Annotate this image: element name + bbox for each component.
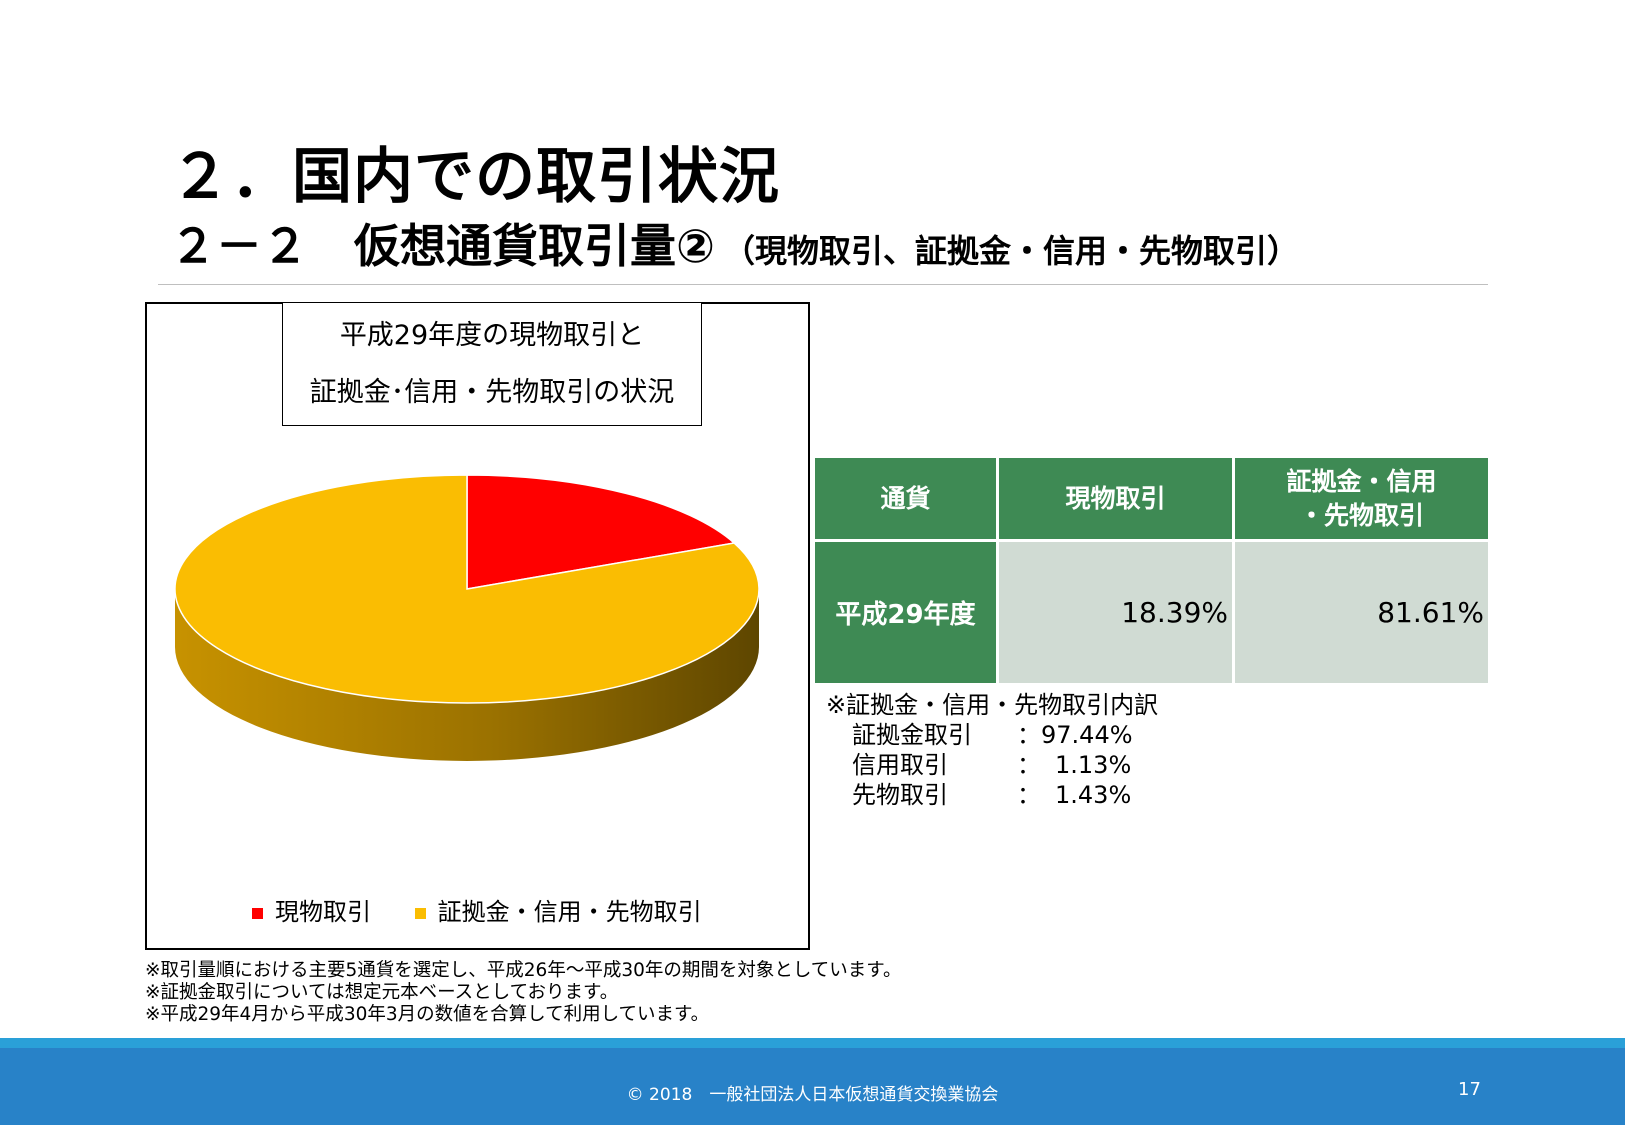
- breakdown-item: 信用取引 ： 1.13%: [826, 750, 1158, 780]
- chart-title-line2: 証拠金･信用・先物取引の状況: [309, 377, 675, 408]
- legend-item-spot: 現物取引: [252, 892, 371, 927]
- table-row-label: 平成29年度: [812, 539, 999, 686]
- legend-item-margin: 証拠金・信用・先物取引: [414, 892, 702, 927]
- breakdown-note: ※証拠金・信用・先物取引内訳 証拠金取引 ：97.44% 信用取引： 1.13% 先…: [826, 690, 1158, 810]
- table-cell-margin: 81.61%: [1232, 539, 1491, 686]
- table-cell-spot: 18.39%: [996, 539, 1235, 686]
- table-header-currency: 通貨: [812, 455, 999, 542]
- footnotes: ※取引量順における主要5通貨を選定し、平成26年～平成30年の期間を対象としてい…: [145, 960, 901, 1026]
- breakdown-label: 先物取引: [852, 781, 948, 809]
- breakdown-title: ※証拠金・信用・先物取引内訳: [826, 691, 1159, 719]
- pie-slices: [174, 474, 760, 704]
- breakdown-value: 97.44%: [1041, 721, 1133, 749]
- breakdown-sep: ：: [1017, 781, 1041, 809]
- chart-title-line1: 平成29年度の現物取引と: [339, 320, 645, 351]
- breakdown-sep: ：: [1017, 721, 1041, 749]
- breakdown-label: 信用取引: [852, 751, 948, 779]
- table-header-row: 通貨 現物取引 証拠金・信用 ・先物取引: [812, 455, 1491, 542]
- pie-slice-0: [466, 474, 736, 590]
- pie-slice-1: [174, 474, 760, 704]
- breakdown-sep: ：: [1017, 751, 1041, 779]
- legend-swatch-margin: [414, 907, 426, 919]
- title-divider: [158, 284, 1488, 285]
- pie-sides: [175, 589, 759, 761]
- copyright: © 2018 一般社団法人日本仮想通貨交換業協会: [626, 1085, 999, 1105]
- footer: © 2018 一般社団法人日本仮想通貨交換業協会 17: [0, 1048, 1625, 1125]
- table-header-spot: 現物取引: [996, 455, 1235, 542]
- page-title: ２．国内での取引状況: [170, 142, 780, 212]
- table-header-margin: 証拠金・信用 ・先物取引: [1232, 455, 1491, 542]
- chart-title-box: 平成29年度の現物取引と 証拠金･信用・先物取引の状況: [282, 302, 702, 426]
- legend-swatch-spot: [252, 907, 263, 919]
- section-title: ２－２ 仮想通貨取引量② （現物取引、証拠金・信用・先物取引）: [170, 210, 1299, 276]
- pie-side-1: [175, 589, 759, 761]
- chart-legend: 現物取引 証拠金・信用・先物取引: [252, 892, 738, 927]
- legend-label-margin: 証拠金・信用・先物取引: [437, 898, 702, 926]
- breakdown-item: 先物取引 ： 1.43%: [826, 780, 1158, 810]
- footnote: ※証拠金取引については想定元本ベースとしております。: [145, 982, 619, 1003]
- table-header-margin-line2: ・先物取引: [1298, 500, 1424, 530]
- breakdown-value: 1.13%: [1055, 751, 1132, 779]
- breakdown-value: 1.43%: [1055, 781, 1132, 809]
- footnote: ※平成29年4月から平成30年3月の数値を合算して利用しています。: [145, 1004, 710, 1025]
- footnote: ※取引量順における主要5通貨を選定し、平成26年～平成30年の期間を対象としてい…: [145, 960, 902, 981]
- section-title-main: ２－２ 仮想通貨取引量②: [170, 219, 715, 273]
- footer-accent-strip: [0, 1038, 1625, 1048]
- ratio-table: 通貨 現物取引 証拠金・信用 ・先物取引 平成29年度 18.39% 81.61…: [812, 455, 1491, 686]
- table-header-margin-line1: 証拠金・信用: [1286, 466, 1437, 496]
- page-number: 17: [1458, 1079, 1481, 1100]
- section-subtitle: （現物取引、証拠金・信用・先物取引）: [722, 232, 1299, 270]
- table-row: 平成29年度 18.39% 81.61%: [812, 539, 1491, 686]
- legend-label-spot: 現物取引: [275, 898, 371, 926]
- pie-chart: [174, 474, 760, 761]
- breakdown-label: 証拠金取引: [852, 721, 972, 749]
- pie-chart-panel: 平成29年度の現物取引と 証拠金･信用・先物取引の状況 現物取引 証拠金・信用・…: [145, 302, 810, 950]
- breakdown-item: 証拠金取引 ：97.44%: [826, 720, 1158, 750]
